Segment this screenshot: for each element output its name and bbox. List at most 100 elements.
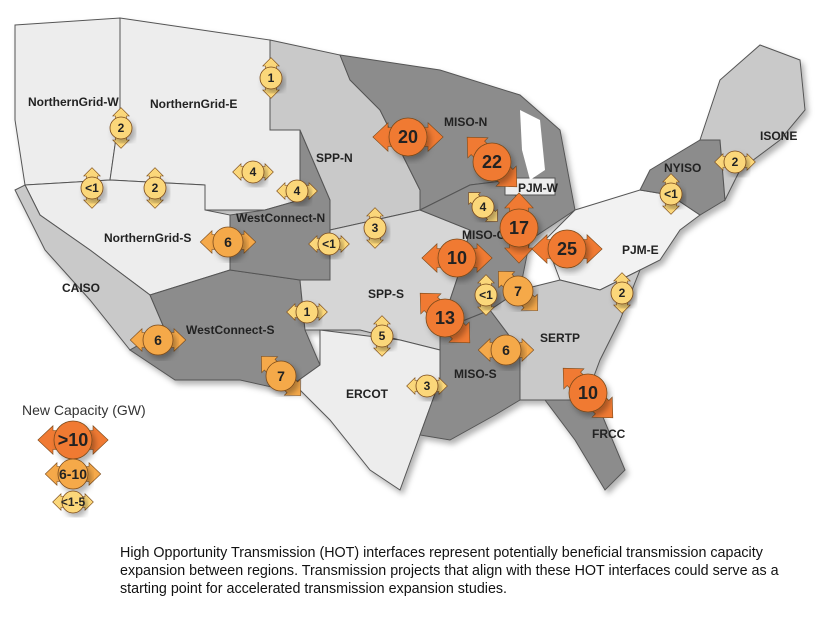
capacity-value: 2 xyxy=(619,286,626,300)
capacity-circle xyxy=(80,176,104,200)
capacity-value: <1 xyxy=(664,187,678,201)
label-miso-n: MISO-N xyxy=(444,115,487,129)
hot-interface-marker: 22 xyxy=(466,136,518,188)
label-sertp: SERTP xyxy=(540,331,580,345)
hot-interface-marker: 10 xyxy=(421,238,493,278)
label-frcc: FRCC xyxy=(592,427,626,441)
capacity-value: <1 xyxy=(85,181,99,195)
label-nyiso: NYISO xyxy=(664,161,701,175)
hot-interface-marker: 6 xyxy=(129,324,187,356)
capacity-value: <1 xyxy=(479,288,493,302)
capacity-circle xyxy=(241,160,265,184)
hot-interface-marker: 17 xyxy=(499,192,539,264)
capacity-value: 10 xyxy=(447,248,467,268)
capacity-circle xyxy=(437,238,477,278)
capacity-circle xyxy=(142,324,174,356)
capacity-circle xyxy=(415,374,439,398)
hot-interface-marker: 2 xyxy=(109,107,133,149)
legend-item: <1-5 xyxy=(52,490,94,514)
legend-title: New Capacity (GW) xyxy=(22,402,146,418)
capacity-value: 6 xyxy=(154,332,162,348)
capacity-circle xyxy=(295,300,319,324)
hot-interface-marker: 6 xyxy=(199,226,257,258)
capacity-value: 17 xyxy=(509,218,529,238)
label-miso-c: MISO-C xyxy=(462,228,506,242)
capacity-circle xyxy=(659,182,683,206)
lake-michigan xyxy=(520,110,545,180)
capacity-value: 4 xyxy=(250,165,257,179)
label-pjm-w: PJM-W xyxy=(518,181,559,195)
hot-interface-marker: 6 xyxy=(477,334,535,366)
capacity-circle xyxy=(363,216,387,240)
hot-interface-marker: 4 xyxy=(232,160,274,184)
label-westconnect-n: WestConnect-N xyxy=(236,211,325,225)
capacity-circle xyxy=(471,195,495,219)
hot-interface-marker: 1 xyxy=(259,57,283,99)
label-spp-n: SPP-N xyxy=(316,151,353,165)
region-pjm-w xyxy=(504,177,556,196)
capacity-circle xyxy=(259,66,283,90)
capacity-circle xyxy=(568,373,608,413)
capacity-circle xyxy=(499,208,539,248)
hot-interface-marker: 4 xyxy=(468,192,498,222)
hot-interface-marker: 7 xyxy=(261,356,301,396)
hot-interface-marker: 2 xyxy=(610,272,634,314)
capacity-circle xyxy=(61,490,85,514)
hot-interface-marker: <1 xyxy=(308,232,350,256)
capacity-value: 13 xyxy=(435,308,455,328)
capacity-value: 6-10 xyxy=(59,466,87,482)
capacity-value: 4 xyxy=(480,200,487,214)
label-northerngrid-e: NorthernGrid-E xyxy=(150,97,237,111)
hot-interface-marker: 20 xyxy=(372,117,444,157)
capacity-circle xyxy=(474,283,498,307)
capacity-value: 7 xyxy=(277,368,285,384)
capacity-value: 5 xyxy=(379,329,386,343)
capacity-value: 2 xyxy=(732,155,739,169)
label-spp-s: SPP-S xyxy=(368,287,404,301)
capacity-circle xyxy=(212,226,244,258)
capacity-value: 6 xyxy=(502,342,510,358)
capacity-circle xyxy=(490,334,522,366)
hot-interface-marker: 3 xyxy=(406,374,448,398)
label-northerngrid-w: NorthernGrid-W xyxy=(28,95,119,109)
capacity-value: 3 xyxy=(372,221,379,235)
capacity-circle xyxy=(285,179,309,203)
capacity-circle xyxy=(723,150,747,174)
hot-interface-marker: 2 xyxy=(143,167,167,209)
hot-interface-marker: 25 xyxy=(531,229,603,269)
label-westconnect-s: WestConnect-S xyxy=(186,323,274,337)
hot-interface-marker: 3 xyxy=(363,207,387,249)
capacity-value: 2 xyxy=(152,181,159,195)
capacity-value: 22 xyxy=(482,152,502,172)
capacity-value: 10 xyxy=(578,383,598,403)
capacity-circle xyxy=(388,117,428,157)
capacity-value: 3 xyxy=(424,379,431,393)
capacity-circle xyxy=(370,324,394,348)
us-transmission-map: NorthernGrid-W NorthernGrid-E NorthernGr… xyxy=(14,17,806,514)
capacity-circle xyxy=(547,229,587,269)
capacity-value: 1 xyxy=(304,305,311,319)
capacity-circle xyxy=(502,275,534,307)
capacity-circle xyxy=(57,458,89,490)
capacity-circle xyxy=(425,298,465,338)
capacity-circle xyxy=(109,116,133,140)
capacity-value: 2 xyxy=(118,121,125,135)
capacity-circle xyxy=(472,142,512,182)
hot-interface-marker: 10 xyxy=(562,367,614,419)
hot-interface-marker: 7 xyxy=(498,271,538,311)
capacity-circle xyxy=(610,281,634,305)
label-pjm-e: PJM-E xyxy=(622,243,659,257)
capacity-value: 4 xyxy=(294,184,301,198)
capacity-value: 6 xyxy=(224,234,232,250)
hot-interface-marker: <1 xyxy=(659,173,683,215)
capacity-value: <1 xyxy=(322,237,336,251)
capacity-value: <1-5 xyxy=(61,495,86,509)
capacity-value: 7 xyxy=(514,283,522,299)
label-caiso: CAISO xyxy=(62,281,100,295)
legend-item: 6-10 xyxy=(44,458,102,490)
hot-interface-marker: 5 xyxy=(370,315,394,357)
hot-interface-marker: 13 xyxy=(419,292,471,344)
label-northerngrid-s: NorthernGrid-S xyxy=(104,231,191,245)
hot-interface-marker: <1 xyxy=(474,274,498,316)
capacity-circle xyxy=(317,232,341,256)
